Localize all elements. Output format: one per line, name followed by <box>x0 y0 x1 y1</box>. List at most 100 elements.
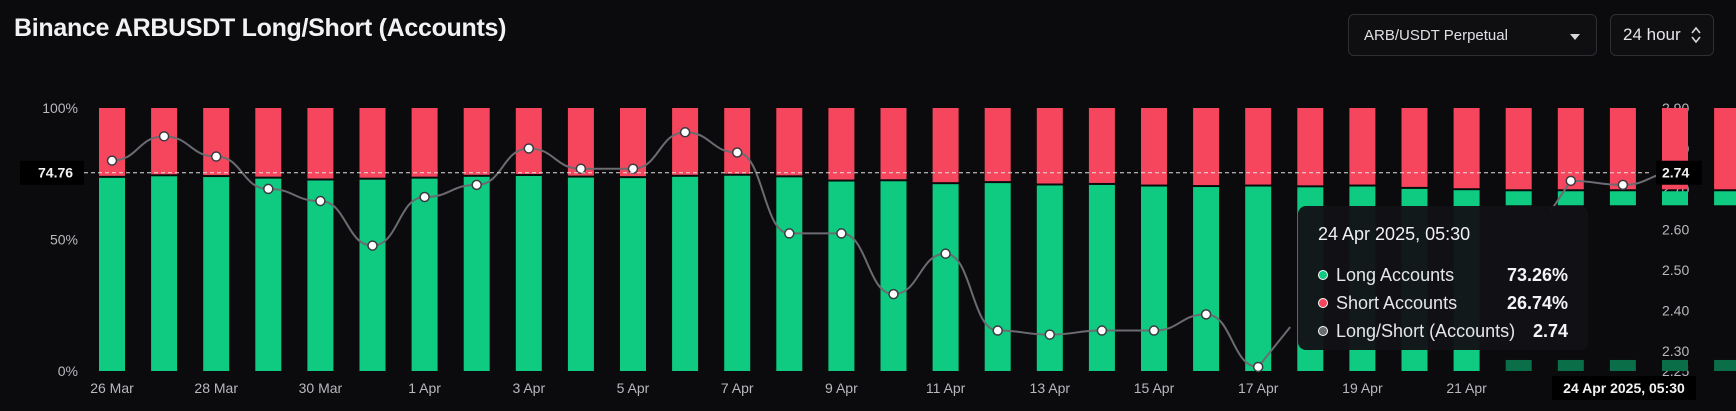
x-hover-label-bg <box>1552 376 1696 400</box>
ratio-point <box>1200 309 1212 320</box>
x-axis-tick-label: 13 Apr <box>1030 380 1071 396</box>
market-select-value: ARB/USDT Perpetual <box>1364 26 1508 44</box>
long-bar <box>1557 191 1584 206</box>
x-axis-tick-label: 11 Apr <box>926 380 966 396</box>
x-axis-tick-label: 30 Mar <box>299 380 343 396</box>
x-axis-tick-label: 26 Mar <box>90 380 134 396</box>
sort-updown-icon <box>1691 26 1701 44</box>
range-select[interactable]: 24 hour <box>1610 14 1714 56</box>
long-bar <box>1662 359 1688 371</box>
ratio-point <box>1617 179 1629 191</box>
tooltip-label: Short Accounts <box>1336 292 1458 313</box>
x-axis-tick-label: 19 Apr <box>1342 380 1383 396</box>
short-bar <box>880 108 907 180</box>
x-axis-tick-label: 3 Apr <box>512 380 545 396</box>
long-bar <box>776 177 803 371</box>
long-bar <box>672 176 699 371</box>
crosshair-label-left: 74.76 <box>38 165 73 181</box>
short-bar <box>776 108 803 176</box>
right-axis-tick-label: 2.60 <box>1662 221 1689 237</box>
short-bar <box>1453 108 1480 189</box>
ratio-point <box>263 183 274 195</box>
tooltip-value: 26.74% <box>1506 292 1568 313</box>
ratio-dot-icon <box>1318 326 1328 336</box>
crosshair-label-right-bg <box>1656 160 1702 185</box>
tooltip-label: Long Accounts <box>1336 264 1455 285</box>
short-bar <box>463 108 490 175</box>
ratio-point <box>784 228 795 239</box>
ratio-point <box>888 288 899 300</box>
long-bar <box>828 181 855 371</box>
short-bar <box>411 108 438 177</box>
market-select[interactable]: ARB/USDT Perpetual <box>1348 14 1597 56</box>
short-bar <box>1349 108 1376 185</box>
long-bar <box>1714 359 1736 371</box>
long-bar <box>620 178 646 371</box>
long-bar <box>1088 184 1115 371</box>
crosshair-label-left-bg <box>20 160 84 185</box>
long-bar <box>932 184 959 371</box>
page-title: Binance ARBUSDT Long/Short (Accounts) <box>14 14 507 42</box>
long-bar <box>984 183 1011 371</box>
long-bar <box>99 177 125 371</box>
tooltip-value: 2.74 <box>1532 320 1568 341</box>
right-axis-tick-label: 2.40 <box>1662 302 1689 318</box>
short-bar <box>255 108 282 177</box>
x-axis-tick-label: 1 Apr <box>408 380 441 396</box>
long-bar <box>1557 359 1584 371</box>
short-dot-icon <box>1318 298 1328 308</box>
right-axis-tick-label: 2.30 <box>1662 343 1689 359</box>
long-bar <box>724 175 751 371</box>
short-bar <box>984 108 1011 182</box>
short-bar <box>1036 108 1063 184</box>
long-bar <box>1193 187 1220 371</box>
short-bar <box>1714 108 1736 190</box>
tooltip-row-long: Long Accounts 73.26% <box>1318 261 1568 289</box>
short-bar <box>828 108 855 180</box>
long-bar <box>567 177 594 371</box>
long-bar <box>359 179 386 371</box>
tooltip-label: Long/Short (Accounts) <box>1336 320 1516 341</box>
tooltip-row-ratio: Long/Short (Accounts) 2.74 <box>1318 317 1568 345</box>
ratio-point <box>1044 329 1056 340</box>
x-axis-tick-label: 7 Apr <box>721 380 754 396</box>
x-axis-tick-label: 28 Mar <box>194 380 238 396</box>
ratio-point <box>1565 175 1577 187</box>
crosshair-label-right: 2.74 <box>1662 165 1689 181</box>
tooltip-title: 24 Apr 2025, 05:30 <box>1318 224 1471 244</box>
short-bar <box>203 108 230 176</box>
short-bar <box>932 108 959 183</box>
short-bar <box>1401 108 1428 187</box>
long-bar <box>463 176 490 371</box>
tooltip-value: 73.26% <box>1506 264 1568 285</box>
long-bar <box>203 177 230 371</box>
ratio-point <box>575 163 587 174</box>
long-bar <box>1609 191 1636 206</box>
long-bar <box>1245 186 1272 371</box>
hover-tooltip: 24 Apr 2025, 05:30 Long Accounts 73.26% … <box>1298 206 1588 350</box>
ratio-point <box>1148 325 1160 336</box>
ratio-point <box>419 191 430 203</box>
x-axis-tick-label: 21 Apr <box>1446 380 1487 396</box>
x-axis-tick-label: 15 Apr <box>1134 380 1175 396</box>
long-bar <box>1662 191 1688 206</box>
short-bar <box>1088 108 1115 183</box>
short-bar <box>1141 108 1167 185</box>
long-bar <box>1714 191 1736 206</box>
short-bar <box>359 108 386 178</box>
short-bar <box>1193 108 1220 186</box>
short-bar <box>307 108 334 179</box>
tooltip-row-short: Short Accounts 26.74% <box>1318 289 1568 317</box>
ratio-point <box>940 248 951 259</box>
ratio-point <box>106 155 118 166</box>
ratio-point <box>836 228 847 239</box>
short-bar <box>1609 108 1636 190</box>
left-axis-tick-label: 100% <box>42 100 78 116</box>
long-bar <box>1505 191 1532 206</box>
long-bar <box>255 178 282 371</box>
ratio-point <box>1096 325 1108 336</box>
ratio-point <box>627 163 639 174</box>
long-bar <box>880 181 907 371</box>
ratio-point <box>523 143 535 154</box>
long-bar <box>411 178 438 371</box>
